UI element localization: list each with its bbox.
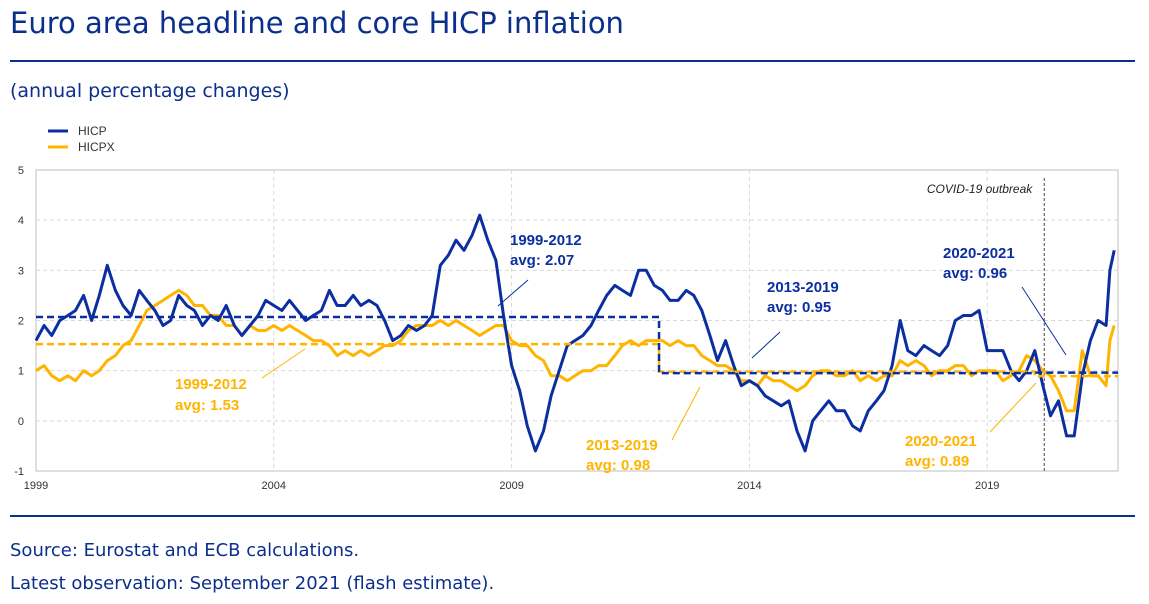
- y-tick-label: 0: [18, 416, 24, 428]
- avg-line-hicpx: [36, 342, 1118, 378]
- y-tick-label: 2: [18, 316, 24, 328]
- chart-svg: HICP HICPX 5 4 3 2 1 0 -1 1999 2004 2009 2014 2019…: [14, 124, 1119, 492]
- annot-hicp-2013-2019-l2: avg: 0.95: [767, 299, 831, 316]
- source-note: Source: Eurostat and ECB calculations.: [10, 540, 360, 561]
- pointer-hicp-2020-2021: [1021, 286, 1067, 356]
- annot-hicpx-1999-2012-l2: avg: 1.53: [175, 397, 239, 414]
- annot-hicpx-2020-2021-l2: avg: 0.89: [905, 453, 969, 470]
- top-rule: [10, 60, 1135, 62]
- x-tick-label: 1999: [24, 480, 48, 492]
- series-line-hicpx: [35, 288, 1116, 413]
- y-tick-label: -1: [14, 466, 24, 478]
- annot-hicp-1999-2012-l1: 1999-2012: [510, 232, 582, 249]
- annot-hicpx-2020-2021-l1: 2020-2021: [905, 433, 977, 450]
- pointer-hicp-2013-2019: [751, 331, 781, 359]
- annot-hicp-2020-2021-l1: 2020-2021: [943, 245, 1015, 262]
- pointer-hicp-1999-2012: [497, 279, 529, 307]
- y-tick-label: 5: [18, 165, 24, 177]
- x-tick-label: 2019: [975, 480, 999, 492]
- x-tick-label: 2009: [499, 480, 523, 492]
- bottom-rule: [10, 515, 1135, 517]
- pointer-hicpx-2013-2019: [671, 386, 701, 441]
- avg-line-hicp: [36, 315, 1118, 375]
- y-tick-label: 3: [18, 265, 24, 277]
- pointer-hicpx-1999-2012: [261, 348, 306, 379]
- annot-hicp-2013-2019-l1: 2013-2019: [767, 279, 839, 296]
- pointer-hicpx-2020-2021: [989, 382, 1037, 433]
- series-line-hicp: [34, 213, 1116, 453]
- annot-hicp-2020-2021-l2: avg: 0.96: [943, 265, 1007, 282]
- annot-hicpx-2013-2019-l2: avg: 0.98: [586, 457, 650, 474]
- chart-title: Euro area headline and core HICP inflati…: [10, 6, 624, 40]
- legend-hicpx-label: HICPX: [78, 140, 115, 154]
- chart-subtitle: (annual percentage changes): [10, 80, 290, 102]
- latest-observation-note: Latest observation: September 2021 (flas…: [10, 573, 495, 594]
- legend-hicp-label: HICP: [78, 124, 107, 138]
- y-tick-label: 4: [18, 215, 24, 227]
- x-tick-label: 2004: [262, 480, 286, 492]
- annot-hicpx-1999-2012-l1: 1999-2012: [175, 376, 247, 393]
- y-tick-label: 1: [18, 366, 24, 378]
- annot-hicp-1999-2012-l2: avg: 2.07: [510, 252, 574, 269]
- annot-hicpx-2013-2019-l1: 2013-2019: [586, 437, 658, 454]
- x-tick-label: 2014: [737, 480, 761, 492]
- covid-outbreak-label: COVID-19 outbreak: [927, 182, 1033, 196]
